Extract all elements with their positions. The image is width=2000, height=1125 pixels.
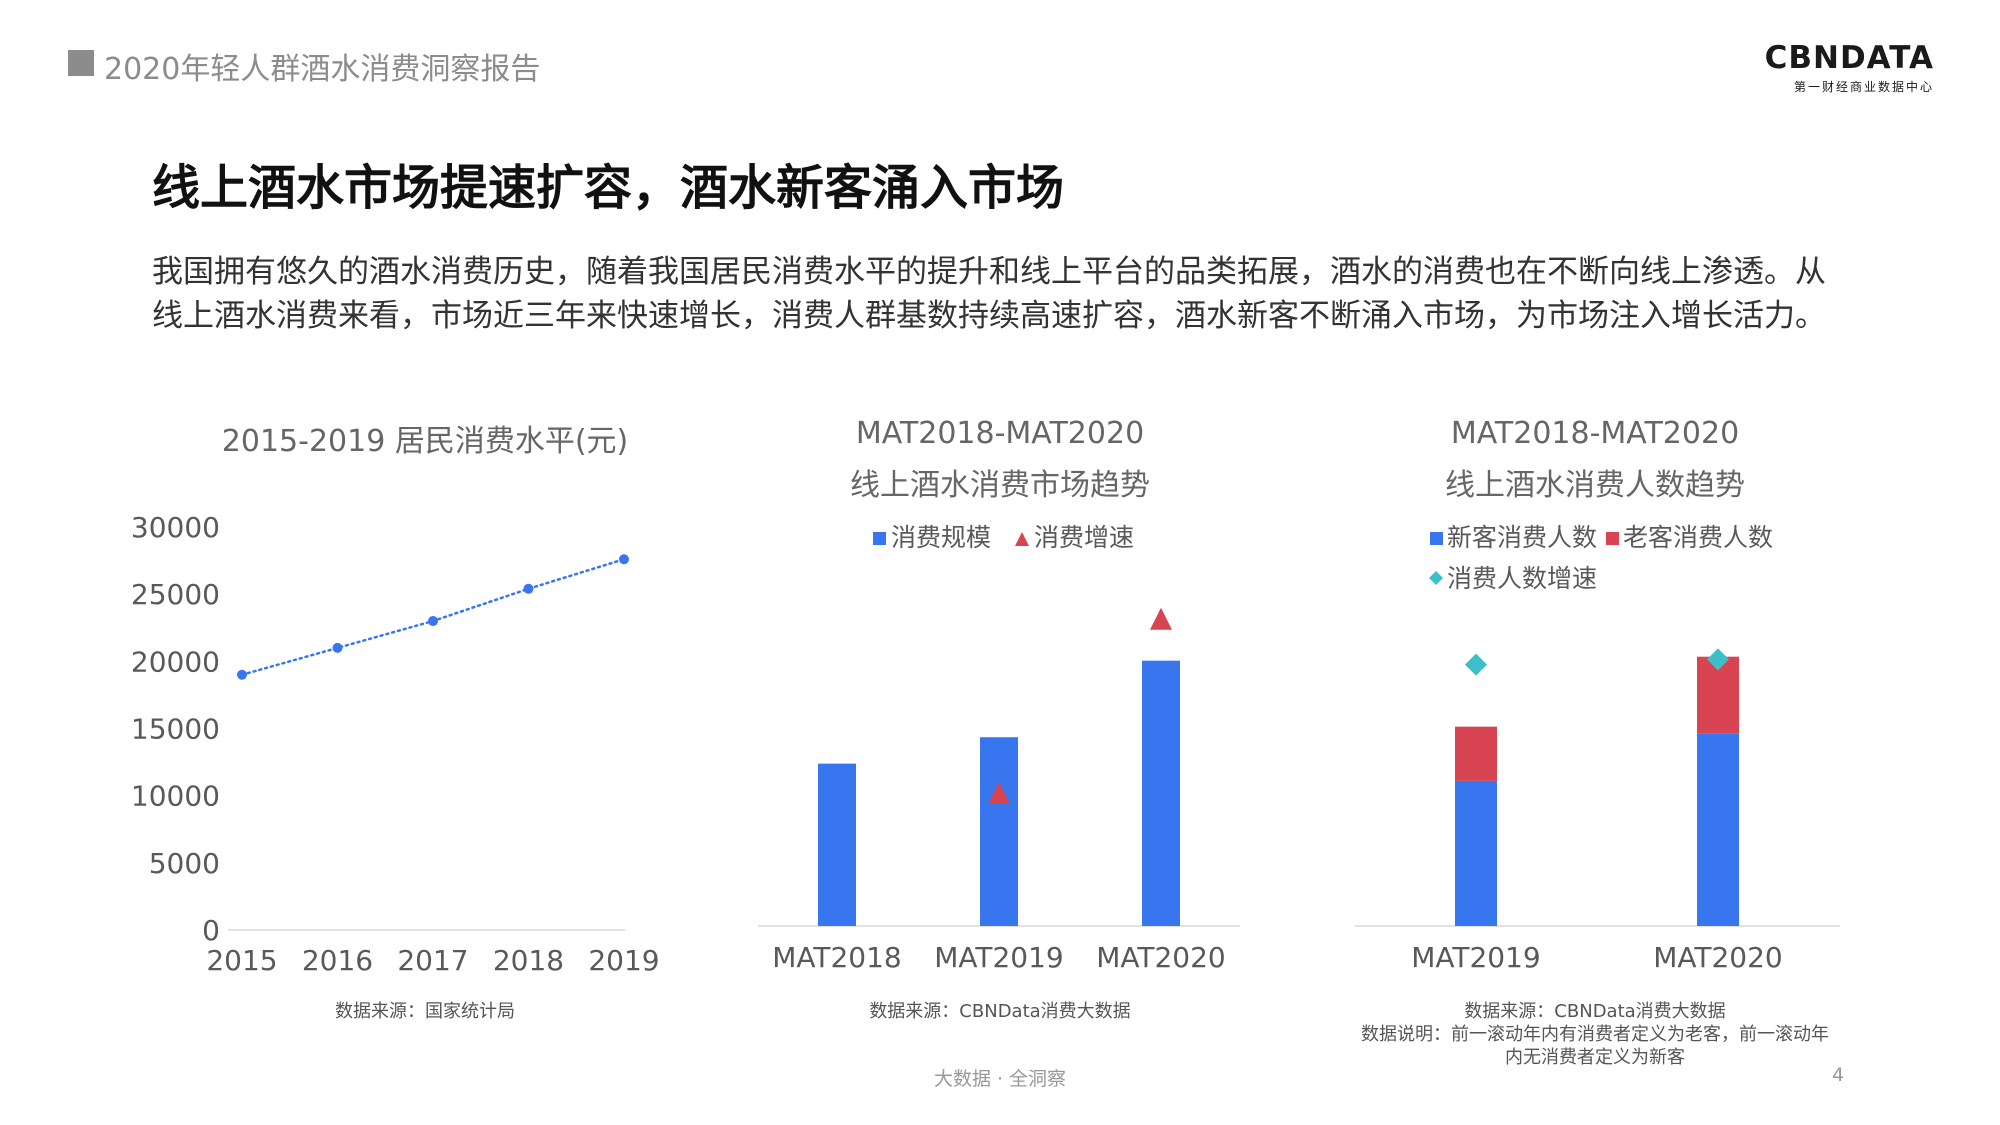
bar-new-customers [1455,780,1497,926]
legend-swatch-growth [1015,532,1029,546]
y-tick-label: 10000 [131,780,220,813]
y-tick-label: 5000 [149,847,220,880]
data-point [523,583,534,594]
x-tick-label: MAT2020 [1096,941,1226,974]
x-tick-label: 2016 [302,944,373,977]
growth-marker [988,782,1010,804]
chart2-subtitle: 线上酒水消费市场趋势 [850,468,1150,503]
y-tick-label: 25000 [131,578,220,611]
growth-marker [1150,607,1172,630]
x-tick-label: MAT2018 [772,941,902,974]
cbndata-logo: CBNDATA 第一财经商业数据中心 [1765,40,1934,95]
legend-label-new: 新客消费人数 [1447,523,1597,552]
data-point [237,669,247,680]
legend-label-growth: 消费增速 [1034,523,1134,552]
data-point [619,554,629,565]
chart3-title: MAT2018-MAT2020 [1450,416,1740,451]
x-tick-label: MAT2019 [1411,941,1541,974]
report-title-square [68,50,94,76]
x-tick-label: 2015 [206,944,277,977]
legend-swatch-growth [1429,571,1443,585]
bar-consumption-scale [818,763,856,926]
x-tick-label: MAT2020 [1653,941,1783,974]
bar-old-customers [1455,726,1497,781]
chart3-source-line: 数据来源：CBNData消费大数据 [1464,1001,1726,1022]
x-tick-label: 2019 [588,944,659,977]
legend-label-old: 老客消费人数 [1623,523,1773,552]
x-tick-label: MAT2019 [934,941,1064,974]
y-tick-label: 30000 [131,511,220,544]
bar-consumption-scale [1142,660,1180,926]
data-point [332,642,343,653]
legend-label-growth: 消费人数增速 [1447,564,1597,593]
chart3-source: 数据来源：CBNData消费大数据 数据说明：前一滚动年内有消费者定义为老客，前… [1340,1000,1850,1069]
chart3-subtitle: 线上酒水消费人数趋势 [1445,468,1745,503]
chart2-title: MAT2018-MAT2020 [855,416,1145,451]
chart1-source: 数据来源：国家统计局 [335,1001,515,1022]
x-tick-label: 2017 [397,944,468,977]
chart3-note-line1: 数据说明：前一滚动年内有消费者定义为老客，前一滚动年 [1361,1024,1829,1045]
growth-diamond-marker [1465,653,1487,676]
logo-text: CBNDATA [1764,40,1934,76]
legend-swatch-scale [873,532,886,545]
chart3-note-line2: 内无消费者定义为新客 [1505,1047,1685,1068]
legend-swatch-old [1606,532,1619,545]
bar-consumption-scale [980,737,1018,926]
growth-diamond-marker [1707,648,1729,671]
page-number: 4 [1832,1064,1845,1086]
chart1-title: 2015-2019 居民消费水平(元) [221,424,629,459]
y-tick-label: 15000 [131,713,220,746]
legend-label-scale: 消费规模 [891,523,991,552]
legend-swatch-new [1430,532,1443,545]
logo-subtext: 第一财经商业数据中心 [1793,80,1934,94]
footer-tag: 大数据 · 全洞察 [933,1068,1067,1090]
chart2-source: 数据来源：CBNData消费大数据 [869,1001,1131,1022]
intro-paragraph: 我国拥有悠久的酒水消费历史，随着我国居民消费水平的提升和线上平台的品类拓展，酒水… [152,254,1826,334]
bar-new-customers [1697,733,1739,926]
data-point [428,616,438,627]
y-tick-label: 20000 [131,645,220,678]
y-tick-label: 0 [202,914,220,947]
page-headline: 线上酒水市场提速扩容，酒水新客涌入市场 [152,160,1065,216]
report-title: 2020年轻人群酒水消费洞察报告 [104,52,541,87]
x-tick-label: 2018 [493,944,564,977]
